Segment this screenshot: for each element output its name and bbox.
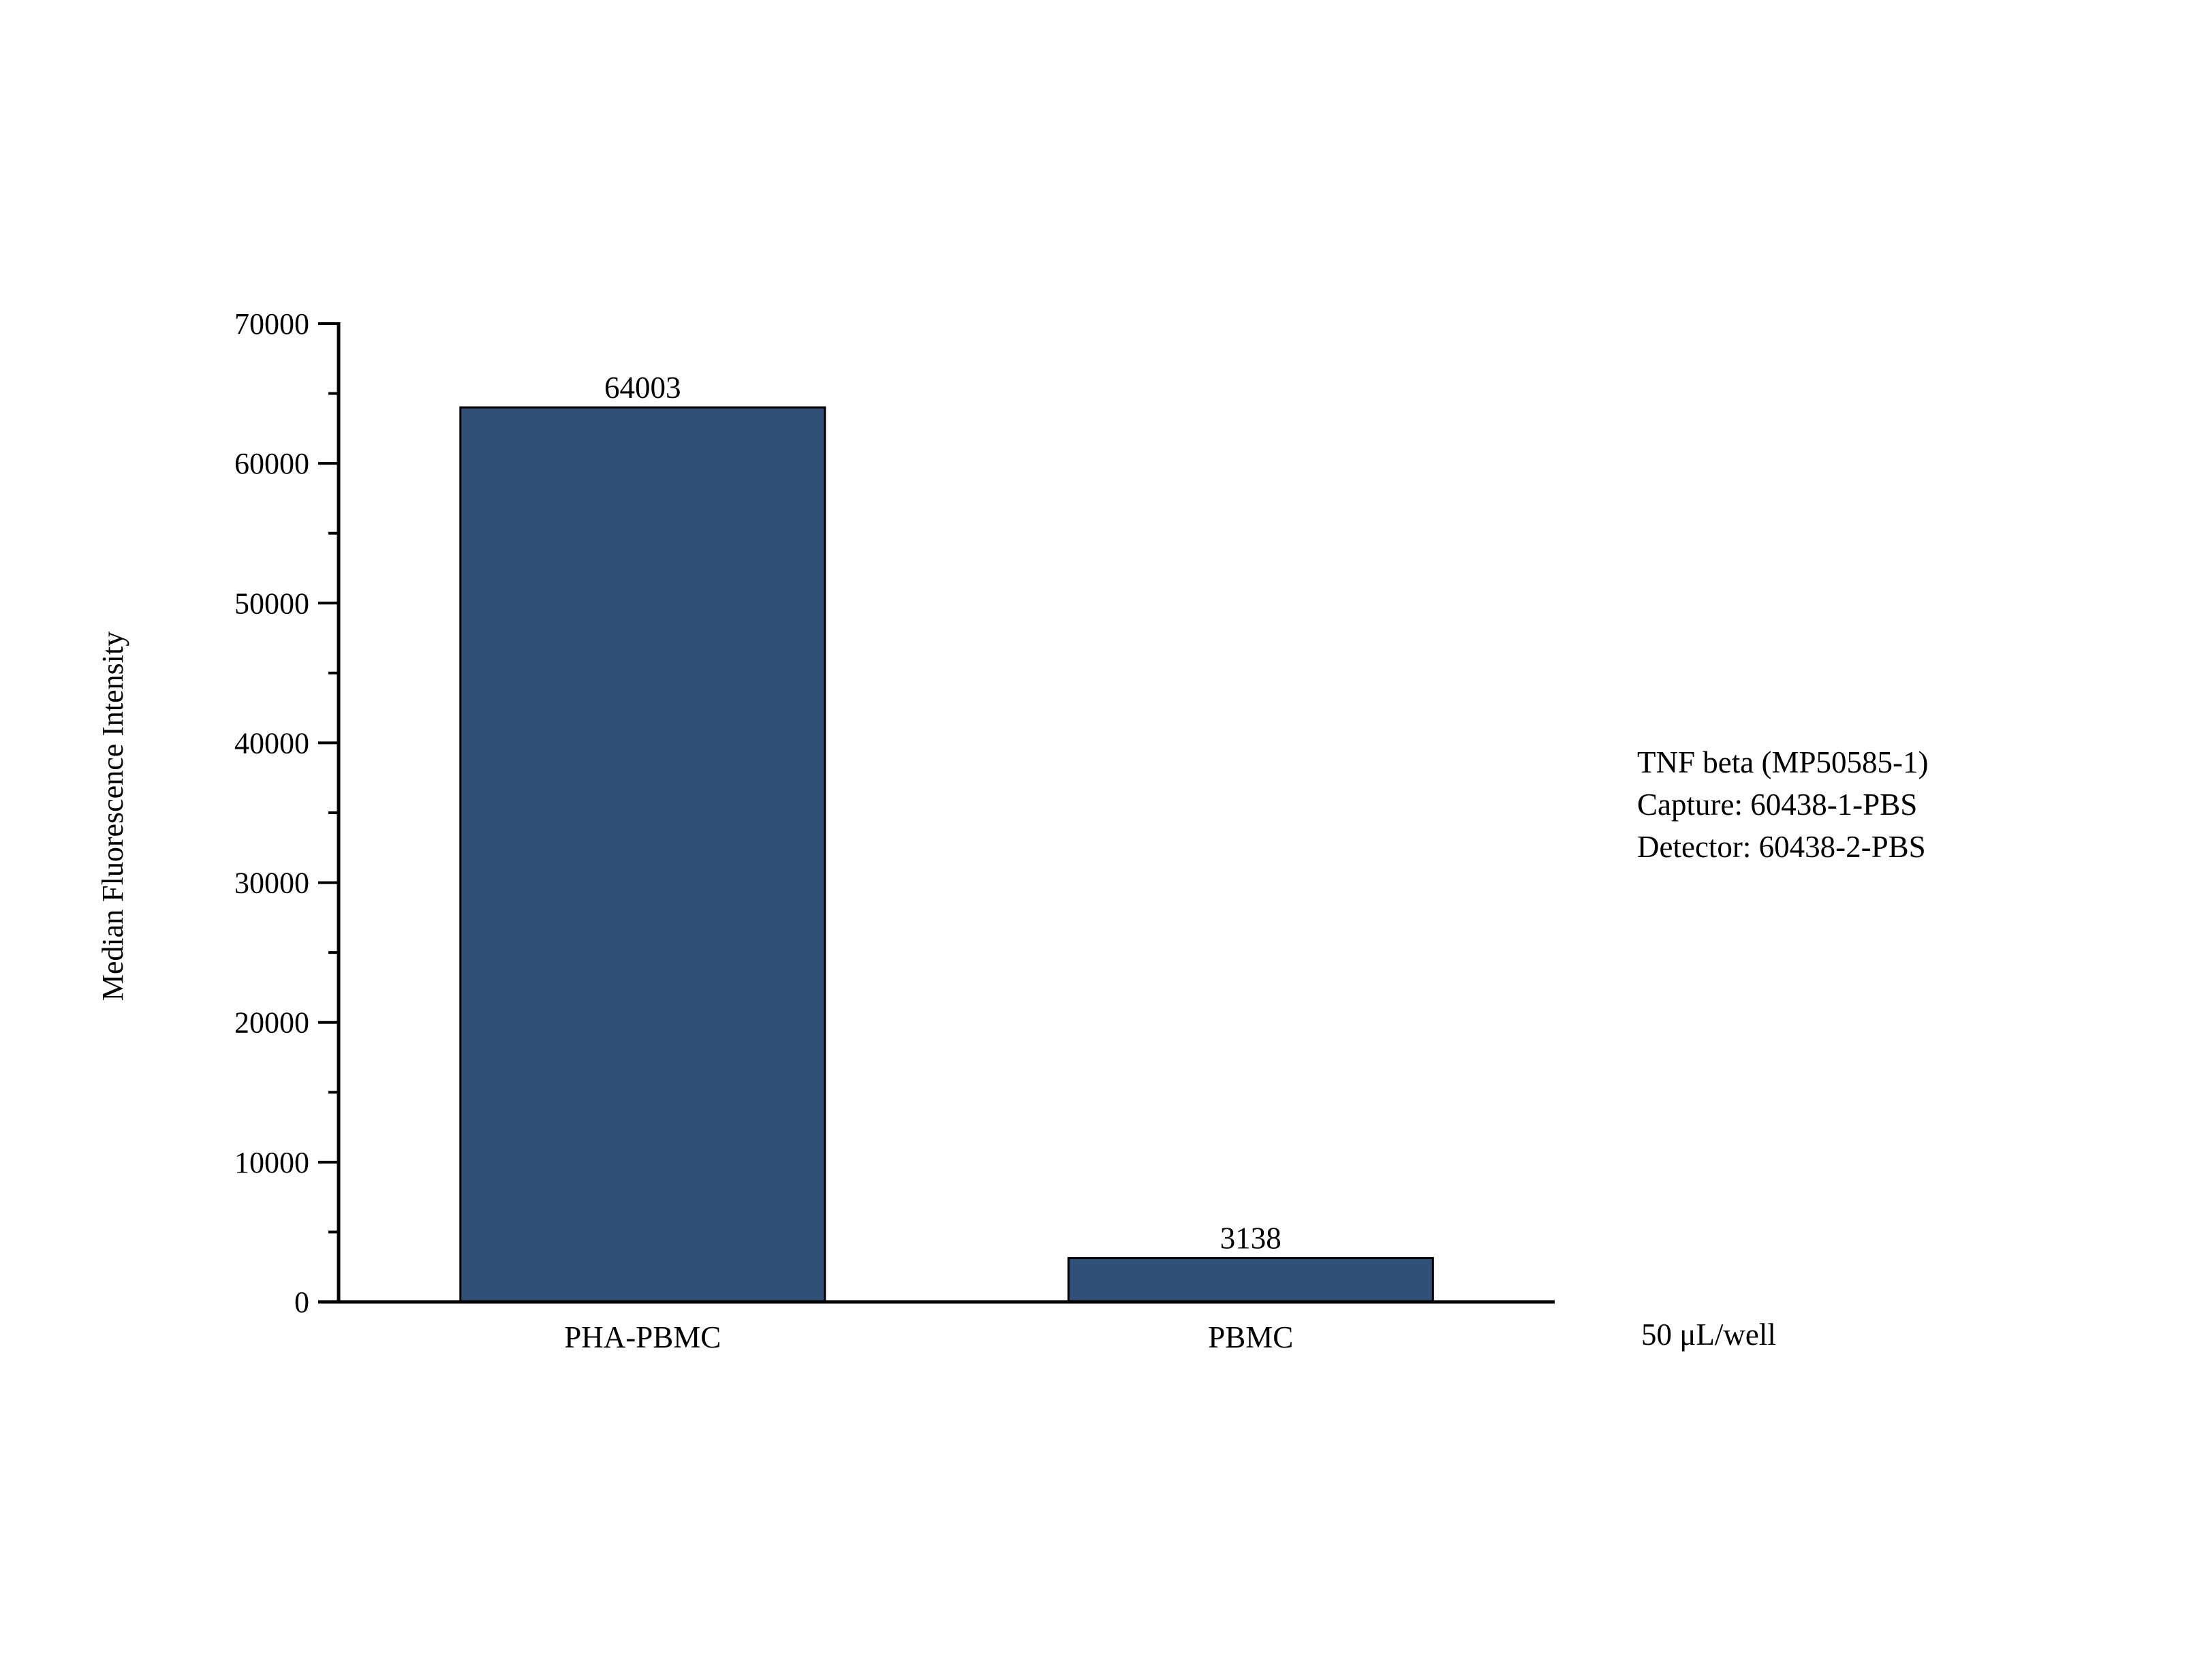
y-tick-label: 60000 <box>234 447 309 480</box>
y-tick-label: 0 <box>294 1286 309 1319</box>
bar-pbmc <box>1067 1257 1434 1303</box>
y-tick-label: 20000 <box>234 1006 309 1040</box>
x-tick-label: PHA-PBMC <box>564 1320 721 1354</box>
y-axis-label: Median Fluorescence Intensity <box>96 632 129 1001</box>
y-tick-label: 10000 <box>234 1146 309 1179</box>
y-tick-label: 40000 <box>234 726 309 760</box>
annotation-line-2: Capture: 60438-1-PBS <box>1637 788 1917 822</box>
annotation-line-1: TNF beta (MP50585-1) <box>1637 745 1928 779</box>
data-label: 3138 <box>1220 1222 1281 1256</box>
labels-layer: 64003 PHA-PBMC 3138 PBMC 0 10000 20000 30000 400… <box>234 307 1293 1354</box>
axes-layer <box>318 322 1555 1304</box>
x-tick-label: PBMC <box>1208 1320 1293 1354</box>
y-tick-label: 30000 <box>234 867 309 900</box>
y-tick-label: 50000 <box>234 587 309 620</box>
footnote-volume: 50 μL/well <box>1641 1318 1776 1352</box>
bar-pha-pbmc <box>459 406 826 1303</box>
bars-layer <box>459 406 1434 1303</box>
annotation-block: TNF beta (MP50585-1) Capture: 60438-1-PB… <box>1637 745 1928 864</box>
data-label: 64003 <box>604 371 681 405</box>
annotation-line-3: Detector: 60438-2-PBS <box>1637 830 1926 864</box>
y-tick-label: 70000 <box>234 307 309 341</box>
